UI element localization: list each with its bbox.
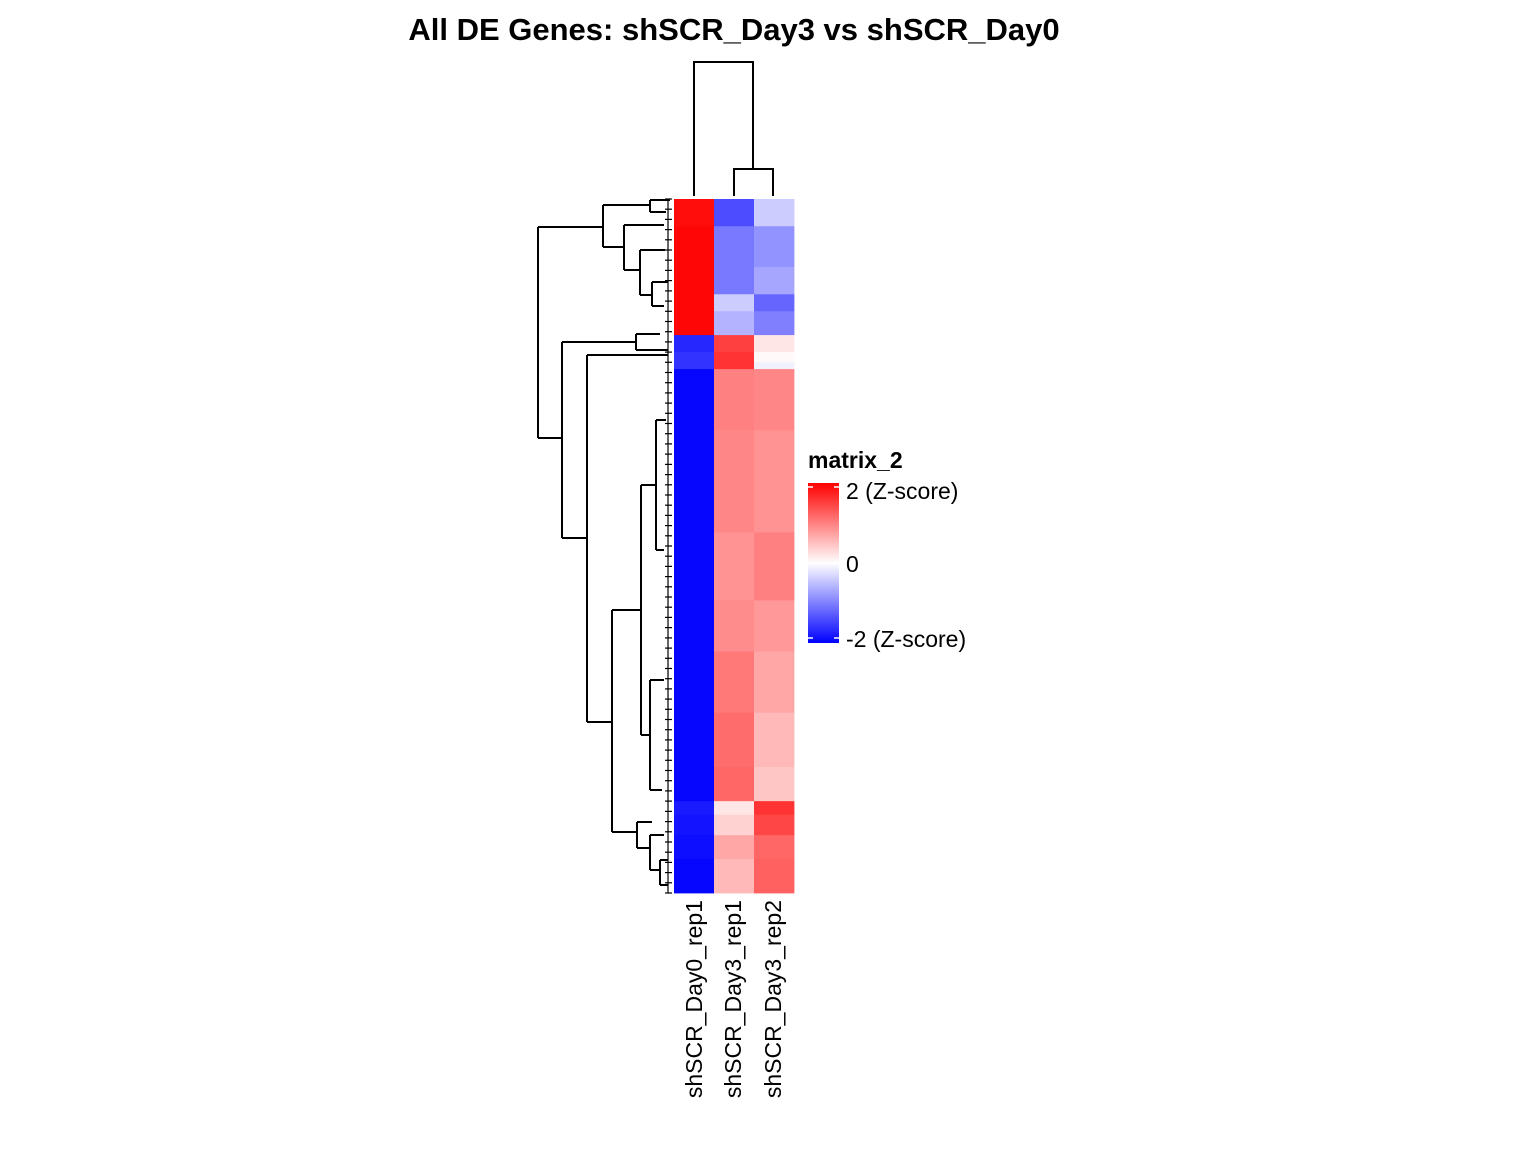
column-dendrogram-branch-day3 xyxy=(733,168,774,196)
heatmap-cells xyxy=(674,199,795,894)
heatmap-cell-block17-col2 xyxy=(754,835,795,860)
heatmap-cell-block16-col0 xyxy=(674,814,715,836)
heatmap-cell-block15-col0 xyxy=(674,801,715,816)
heatmap-cell-block7-col1 xyxy=(714,362,755,370)
heatmap-cell-block17-col1 xyxy=(714,835,755,860)
heatmap-cell-block9-col2 xyxy=(754,430,795,533)
heatmap-cell-block6-col1 xyxy=(714,352,755,363)
heatmap-cell-block10-col0 xyxy=(674,532,715,601)
heatmap-cell-block2-col0 xyxy=(674,267,715,295)
heatmap-cell-block4-col2 xyxy=(754,311,795,336)
heatmap-cell-block11-col2 xyxy=(754,600,795,652)
heatmap-cell-block9-col0 xyxy=(674,430,715,533)
legend-color-bar xyxy=(808,483,839,643)
heatmap-cell-block12-col2 xyxy=(754,651,795,714)
heatmap-cell-block13-col2 xyxy=(754,712,795,768)
heatmap-cell-block13-col0 xyxy=(674,712,715,768)
legend-label-mid: 0 xyxy=(846,551,859,577)
heatmap-cell-block12-col0 xyxy=(674,651,715,714)
heatmap-cell-block0-col0 xyxy=(674,199,715,227)
heatmap-cell-block5-col0 xyxy=(674,335,715,353)
heatmap-cell-block17-col0 xyxy=(674,835,715,860)
heatmap-cell-block16-col2 xyxy=(754,814,795,836)
heatmap-cell-block0-col2 xyxy=(754,199,795,227)
column-dendrogram xyxy=(693,61,774,196)
legend-title: matrix_2 xyxy=(808,447,903,473)
heatmap-cell-block1-col0 xyxy=(674,226,715,268)
heatmap-cell-block11-col1 xyxy=(714,600,755,652)
heatmap-cell-block14-col2 xyxy=(754,767,795,802)
heatmap-cell-block5-col2 xyxy=(754,335,795,353)
column-label-0: shSCR_Day0_rep1 xyxy=(681,900,707,1098)
heatmap-cell-block18-col2 xyxy=(754,858,795,894)
heatmap-cell-block15-col2 xyxy=(754,801,795,816)
heatmap-cell-block10-col2 xyxy=(754,532,795,601)
heatmap-cell-block0-col1 xyxy=(714,199,755,227)
heatmap-cell-block10-col1 xyxy=(714,532,755,601)
heatmap-cell-block3-col1 xyxy=(714,294,755,312)
column-dendrogram-branch-root xyxy=(693,61,754,196)
column-label-2: shSCR_Day3_rep2 xyxy=(760,900,786,1098)
heatmap-cell-block2-col2 xyxy=(754,267,795,295)
heatmap-cell-block3-col0 xyxy=(674,294,715,312)
column-label-1: shSCR_Day3_rep1 xyxy=(720,900,746,1098)
heatmap-cell-block13-col1 xyxy=(714,712,755,768)
legend-label-low: -2 (Z-score) xyxy=(846,626,966,652)
heatmap-cell-block2-col1 xyxy=(714,267,755,295)
heatmap-cell-block6-col0 xyxy=(674,352,715,363)
heatmap-cell-block18-col1 xyxy=(714,858,755,894)
heatmap-cell-block4-col1 xyxy=(714,311,755,336)
heatmap-cell-block5-col1 xyxy=(714,335,755,353)
heatmap-cell-block1-col1 xyxy=(714,226,755,268)
heatmap-cell-block8-col1 xyxy=(714,369,755,431)
heatmap-cell-block6-col2 xyxy=(754,352,795,363)
row-dendrogram xyxy=(537,198,672,894)
heatmap-cell-block14-col1 xyxy=(714,767,755,802)
heatmap-cell-block1-col2 xyxy=(754,226,795,268)
heatmap-cell-block8-col0 xyxy=(674,369,715,431)
heatmap-cell-block15-col1 xyxy=(714,801,755,816)
color-legend: matrix_2 2 (Z-score) 0 -2 (Z-score) xyxy=(808,447,966,652)
heatmap-cell-block11-col0 xyxy=(674,600,715,652)
heatmap-cell-block9-col1 xyxy=(714,430,755,533)
heatmap-cell-block16-col1 xyxy=(714,814,755,836)
heatmap-cell-block4-col0 xyxy=(674,311,715,336)
heatmap-cell-block18-col0 xyxy=(674,858,715,894)
heatmap-cell-block8-col2 xyxy=(754,369,795,431)
heatmap-cell-block7-col2 xyxy=(754,362,795,370)
heatmap-cell-block14-col0 xyxy=(674,767,715,802)
heatmap-cell-block7-col0 xyxy=(674,362,715,370)
heatmap-cell-block3-col2 xyxy=(754,294,795,312)
heatmap-cell-block12-col1 xyxy=(714,651,755,714)
legend-label-high: 2 (Z-score) xyxy=(846,478,958,504)
chart-title: All DE Genes: shSCR_Day3 vs shSCR_Day0 xyxy=(408,12,1059,47)
